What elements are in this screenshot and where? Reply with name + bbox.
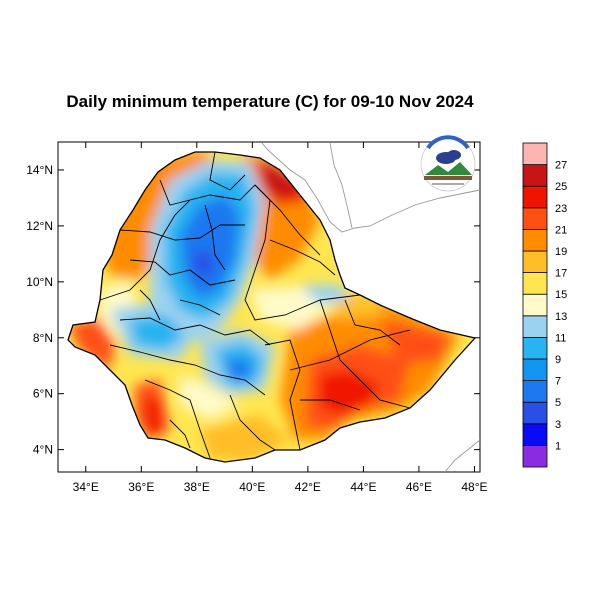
lon-tick-label: 42°E [295, 480, 321, 494]
axis-ticks [58, 142, 480, 472]
lon-tick-label: 48°E [461, 480, 487, 494]
colorbar-swatch [522, 272, 548, 295]
colorbar-swatch [522, 401, 548, 425]
neighbor-borders [261, 142, 481, 473]
colorbar-label: 13 [555, 311, 567, 323]
colorbar-swatch [522, 336, 548, 360]
colorbar-label: 1 [555, 440, 561, 452]
colorbar-swatch [522, 228, 548, 252]
colorbar-swatch [522, 358, 548, 382]
lat-tick-label: 10°N [26, 275, 53, 289]
colorbar-swatch [522, 315, 548, 338]
lon-tick-label: 34°E [73, 480, 99, 494]
colorbar-swatch [522, 380, 548, 403]
axis-tick-labels: 34°E 36°E 38°E 40°E 42°E 44°E 46°E 48°E 4°N 6°N 8°… [26, 163, 487, 494]
agency-logo [420, 135, 476, 192]
colorbar-swatch [522, 293, 548, 317]
colorbar-swatch [522, 444, 548, 468]
lat-tick-label: 14°N [26, 163, 53, 177]
colorbar-label: 3 [555, 419, 561, 431]
colorbar-label: 25 [555, 181, 567, 193]
lon-tick-label: 46°E [406, 480, 432, 494]
lat-tick-label: 6°N [33, 387, 53, 401]
colorbar-swatch [522, 142, 548, 166]
lat-tick-label: 8°N [33, 331, 53, 345]
colorbar-label: 5 [555, 397, 561, 409]
colorbar-label: 17 [555, 268, 567, 280]
colorbar-label: 11 [555, 332, 566, 344]
colorbar-swatch [522, 423, 548, 446]
admin-boundaries [99, 152, 411, 459]
colorbar-swatch [522, 185, 548, 209]
colorbar-label: 23 [555, 203, 567, 215]
colorbar-label: 7 [555, 376, 561, 388]
lon-tick-label: 40°E [239, 480, 265, 494]
colorbar-label: 27 [555, 160, 567, 172]
colorbar-swatch [522, 164, 548, 187]
colorbar-label: 21 [555, 224, 567, 236]
lat-tick-label: 4°N [33, 443, 53, 457]
colorbar-label: 19 [555, 246, 567, 258]
lat-tick-label: 12°N [26, 219, 53, 233]
colorbar-label: 9 [555, 354, 561, 366]
colorbar-label: 15 [555, 289, 567, 301]
colorbar-swatch [522, 250, 548, 274]
lon-tick-label: 38°E [184, 480, 210, 494]
map-title: Daily minimum temperature (C) for 09-10 … [66, 92, 474, 111]
lon-tick-label: 36°E [128, 480, 154, 494]
lon-tick-label: 44°E [350, 480, 376, 494]
colorbar-swatch [522, 207, 548, 230]
